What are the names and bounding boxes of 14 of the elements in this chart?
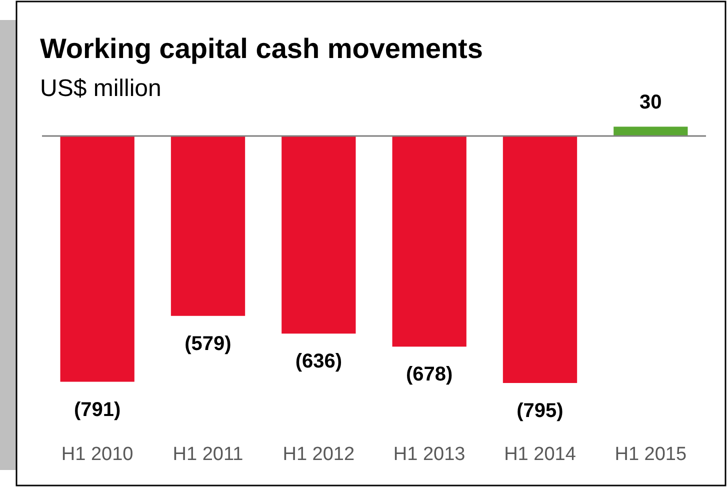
data-label: (678): [406, 364, 453, 386]
x-tick-label: H1 2013: [393, 444, 466, 465]
x-tick-label: H1 2010: [61, 444, 134, 465]
x-tick-label: H1 2012: [282, 444, 355, 465]
x-tick-label: H1 2014: [504, 444, 576, 465]
data-label: (795): [516, 400, 564, 422]
chart-subtitle: US$ million: [40, 75, 162, 102]
x-tick-label: H1 2015: [614, 444, 687, 465]
data-label: (579): [184, 332, 232, 355]
data-label: (791): [74, 398, 121, 421]
data-label: 30: [640, 92, 662, 114]
data-label: (636): [295, 350, 342, 373]
x-tick-label: H1 2011: [172, 444, 244, 465]
chart-title: Working capital cash movements: [40, 33, 483, 64]
